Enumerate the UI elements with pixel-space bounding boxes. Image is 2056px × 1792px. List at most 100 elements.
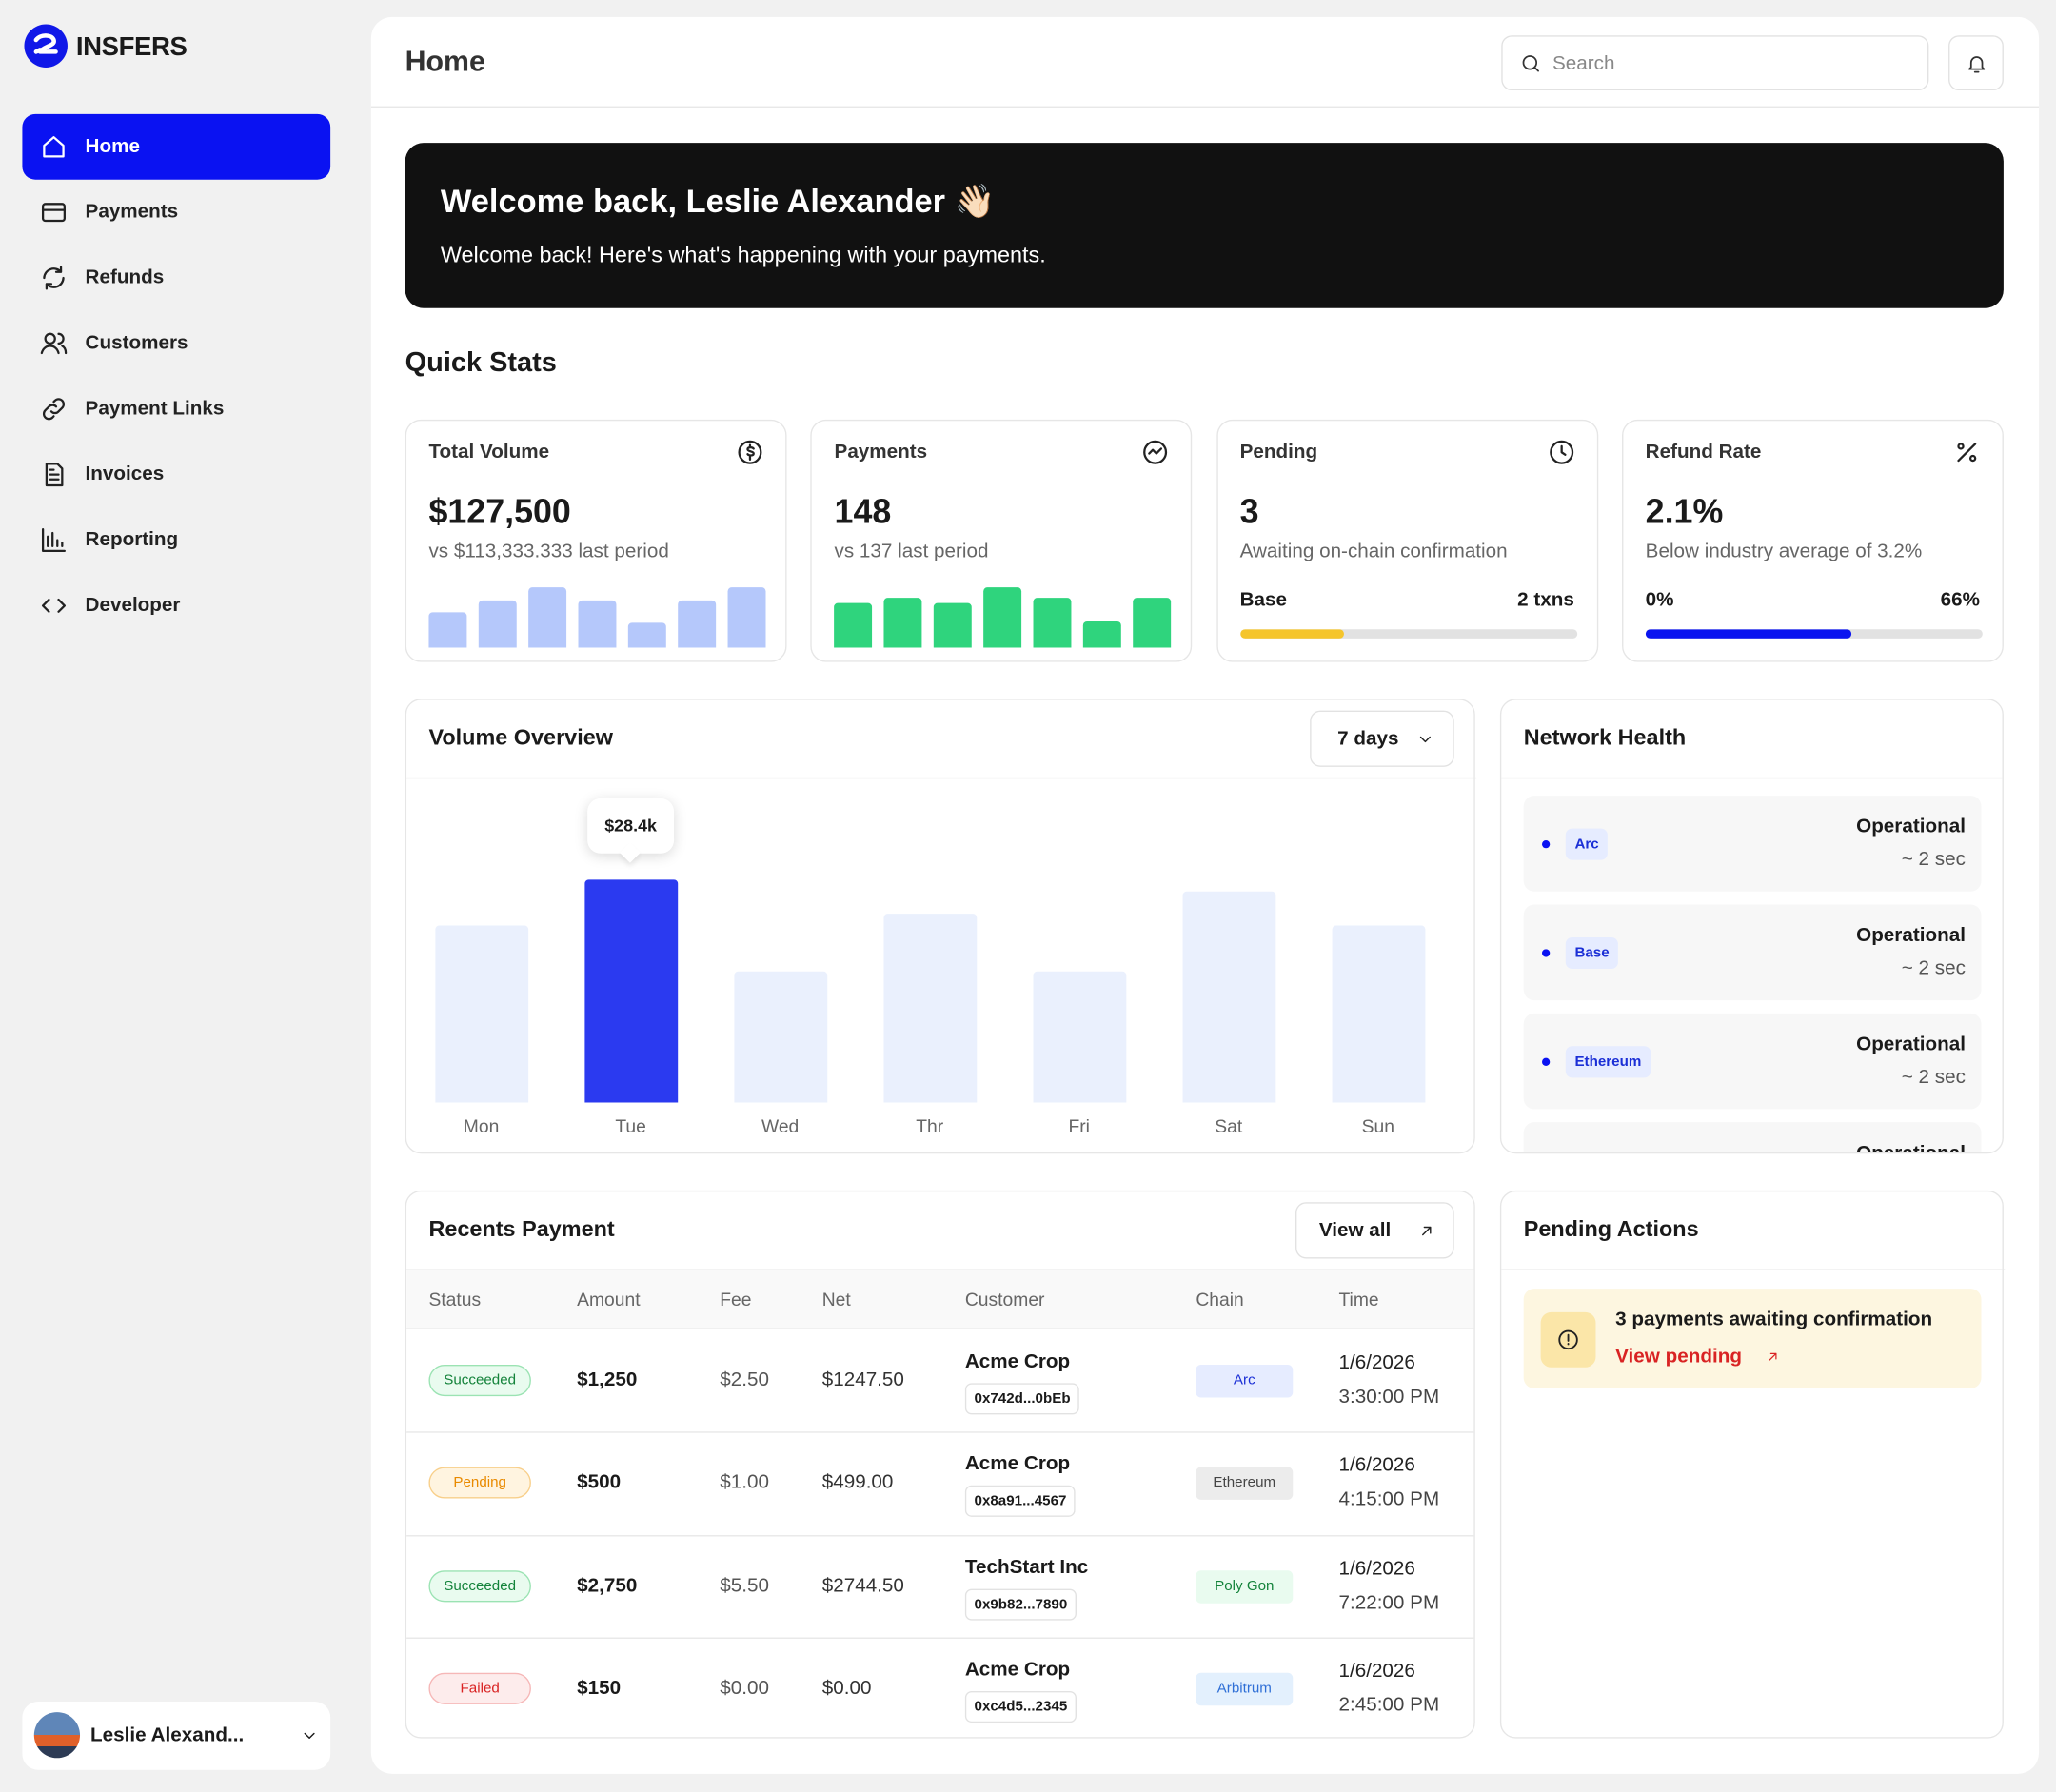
volume-card: Volume Overview 7 days Mon Tue $28.4k Wed Thr F… <box>405 699 1477 1154</box>
row-divider <box>406 1637 1474 1639</box>
column-header: Customer <box>964 1288 1045 1310</box>
network-item: Base Operational ~ 2 sec <box>1523 904 1982 1001</box>
bar <box>734 971 828 1103</box>
progress-track <box>1645 629 1983 639</box>
nav-item[interactable]: Payments <box>22 180 330 246</box>
column-header: Amount <box>577 1288 641 1310</box>
network-latency: ~ 2 sec <box>1901 956 1966 980</box>
card-title: Network Health <box>1523 724 1687 750</box>
nav-item[interactable]: Customers <box>22 310 330 376</box>
bar <box>1182 891 1276 1103</box>
section-title: Quick Stats <box>405 347 557 379</box>
x-tick-label: Thr <box>916 1114 944 1136</box>
alert-box: 3 payments awaiting confirmation View pen… <box>1523 1289 1982 1388</box>
avatar <box>33 1712 81 1759</box>
status-badge: Succeeded <box>428 1569 531 1602</box>
chevron <box>1419 736 1431 743</box>
nav-icon <box>40 332 68 355</box>
progress-right-label: 66% <box>1940 588 1980 611</box>
network-item: Operational~ 2 sec <box>1523 1122 1982 1152</box>
mini-bar <box>478 600 517 648</box>
net: $0.00 <box>821 1676 872 1700</box>
chevron <box>304 1732 315 1740</box>
nav-label: Developer <box>85 594 181 617</box>
stat-title: Payments <box>834 440 928 463</box>
bell-icon <box>1967 56 1986 73</box>
stat-icon <box>1549 440 1573 464</box>
nav-icon <box>43 266 65 290</box>
mini-bar <box>678 600 717 648</box>
stat-icon <box>1143 440 1168 464</box>
x-tick-label: Tue <box>615 1114 646 1136</box>
column-header: Time <box>1338 1288 1379 1310</box>
stat-value: $127,500 <box>428 492 571 532</box>
bar <box>1033 971 1127 1103</box>
search-icon <box>1522 55 1539 72</box>
nav-item[interactable]: Payment Links <box>22 376 330 442</box>
nav-item[interactable]: Refunds <box>22 246 330 311</box>
card-title: Pending Actions <box>1523 1216 1699 1242</box>
banner-subtitle: Welcome back! Here's what's happening wi… <box>440 242 1046 267</box>
card-title: Volume Overview <box>428 724 613 750</box>
network-item: Ethereum Operational ~ 2 sec <box>1523 1013 1982 1110</box>
progress-left-label: Base <box>1239 588 1288 611</box>
mini-bar <box>428 612 467 648</box>
progress-track <box>1239 629 1577 639</box>
stat-title: Refund Rate <box>1645 440 1762 463</box>
column-header: Fee <box>720 1288 752 1310</box>
x-tick-label: Sat <box>1215 1114 1243 1136</box>
column-header: Chain <box>1196 1288 1244 1310</box>
x-tick-label: Fri <box>1068 1114 1090 1136</box>
mini-bar <box>934 602 973 648</box>
fee: $5.50 <box>720 1573 769 1597</box>
progress-fill <box>1239 629 1345 639</box>
net: $1247.50 <box>821 1369 904 1391</box>
network-card: Network Health Arc Operational ~ 2 sec Base O… <box>1499 699 2004 1154</box>
alert-icon-box <box>1540 1311 1596 1368</box>
notification-button[interactable] <box>1948 35 2004 91</box>
payments-card: Recents Payment View all Status Amount Fee Ne… <box>405 1190 1475 1739</box>
fee: $0.00 <box>720 1676 769 1700</box>
stat-note: Awaiting on-chain confirmation <box>1239 540 1508 562</box>
stat-title: Pending <box>1239 440 1318 463</box>
alert-link[interactable]: View pending <box>1615 1345 1742 1368</box>
status-dot <box>1541 949 1551 957</box>
date: 1/6/2026 <box>1338 1556 1415 1580</box>
mini-bar <box>1033 597 1072 648</box>
date: 1/6/2026 <box>1338 1351 1415 1374</box>
network-status: Operational <box>1856 924 1966 947</box>
banner-title: Welcome back, Leslie Alexander 👋🏻 <box>440 183 996 221</box>
card-title: Recents Payment <box>428 1216 615 1242</box>
stat-icon <box>738 440 762 464</box>
user-card[interactable]: Leslie Alexand... <box>22 1702 331 1770</box>
time: 7:22:00 PM <box>1338 1590 1440 1614</box>
range-dropdown[interactable]: 7 days <box>1310 710 1454 767</box>
nav-item[interactable]: Invoices <box>22 442 330 507</box>
nav-label: Customers <box>85 331 188 354</box>
stat-card: Total Volume $127,500 vs $113,333.333 last… <box>405 419 787 662</box>
nav-label: Payments <box>85 200 179 224</box>
view-all-label: View all <box>1318 1219 1392 1242</box>
nav-label: Home <box>85 134 140 158</box>
chain-badge: Poly Gon <box>1196 1569 1294 1604</box>
address-badge: 0x8a91...4567 <box>964 1486 1077 1518</box>
nav-item[interactable]: Developer <box>22 573 330 639</box>
date: 1/6/2026 <box>1338 1454 1415 1477</box>
search-box[interactable]: Search <box>1501 35 1929 91</box>
nav-item[interactable]: Home <box>22 113 331 180</box>
stat-note: vs $113,333.333 last period <box>428 540 669 562</box>
row-divider <box>406 1431 1474 1434</box>
mini-bar <box>528 587 567 648</box>
chain-badge: Arc <box>1196 1365 1294 1398</box>
header-divider <box>370 106 2040 108</box>
time: 4:15:00 PM <box>1338 1487 1440 1511</box>
mini-bar <box>883 597 922 648</box>
nav-item[interactable]: Reporting <box>22 507 330 573</box>
view-all-button[interactable]: View all <box>1295 1202 1454 1259</box>
network-latency: ~ 2 sec <box>1901 1065 1966 1089</box>
column-header: Net <box>821 1288 851 1310</box>
fee: $2.50 <box>720 1369 769 1391</box>
nav-icon <box>41 203 66 223</box>
stat-value: 2.1% <box>1645 492 1724 532</box>
time: 3:30:00 PM <box>1338 1386 1440 1408</box>
